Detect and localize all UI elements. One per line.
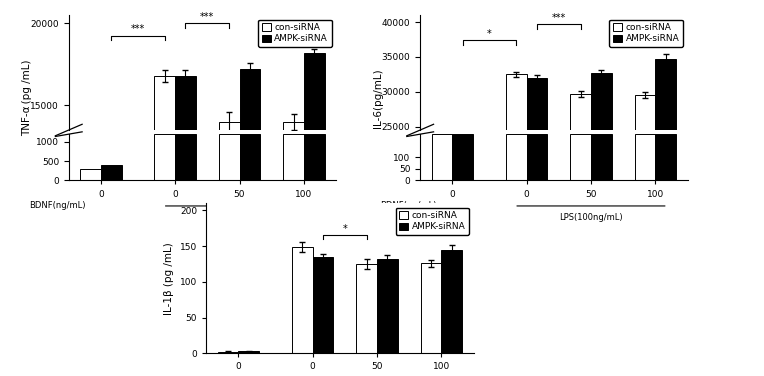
Bar — [452, 295, 473, 301]
Text: ***: *** — [131, 24, 145, 34]
Bar — [292, 247, 312, 353]
Bar — [80, 347, 101, 352]
Legend: con-siRNA, AMPK-siRNA: con-siRNA, AMPK-siRNA — [258, 20, 332, 47]
Bar — [377, 259, 397, 353]
Bar — [219, 122, 239, 352]
Text: ***: *** — [552, 13, 566, 23]
Bar — [656, 59, 676, 301]
Bar — [591, 73, 611, 301]
Bar — [452, 134, 473, 180]
Bar — [219, 134, 239, 180]
Text: IL-6(pg/mL): IL-6(pg/mL) — [373, 68, 384, 127]
Bar — [506, 74, 526, 301]
Bar — [432, 297, 452, 301]
Bar — [239, 69, 260, 352]
Bar — [283, 122, 304, 352]
Bar — [101, 165, 121, 180]
Text: TNF-α (pg /mL): TNF-α (pg /mL) — [21, 59, 32, 136]
Bar — [304, 134, 325, 180]
Bar — [635, 95, 656, 301]
Bar — [304, 53, 325, 352]
Text: *: * — [342, 224, 347, 234]
Bar — [442, 250, 462, 353]
Bar — [175, 76, 196, 352]
Bar — [218, 352, 238, 353]
Legend: con-siRNA, AMPK-siRNA: con-siRNA, AMPK-siRNA — [610, 20, 683, 47]
Text: BDNF(ng/mL): BDNF(ng/mL) — [29, 201, 85, 210]
Bar — [526, 134, 547, 180]
Text: LPS(100ng/mL): LPS(100ng/mL) — [208, 213, 271, 222]
Bar — [283, 134, 304, 180]
Bar — [506, 134, 526, 180]
Bar — [591, 134, 611, 180]
Bar — [571, 134, 591, 180]
Bar — [571, 94, 591, 301]
Bar — [175, 134, 196, 180]
Bar — [80, 169, 101, 180]
Y-axis label: IL-1β (pg /mL): IL-1β (pg /mL) — [164, 242, 174, 315]
Text: ***: *** — [200, 12, 215, 22]
Bar — [432, 134, 452, 180]
Bar — [526, 78, 547, 301]
Text: *: * — [487, 29, 492, 39]
Bar — [421, 263, 442, 353]
Bar — [154, 76, 175, 352]
Legend: con-siRNA, AMPK-siRNA: con-siRNA, AMPK-siRNA — [396, 208, 469, 235]
Bar — [635, 134, 656, 180]
Bar — [656, 134, 676, 180]
Bar — [239, 134, 260, 180]
Text: BDNF(ng/mL): BDNF(ng/mL) — [380, 201, 436, 210]
Text: LPS(100ng/mL): LPS(100ng/mL) — [559, 213, 623, 222]
Bar — [154, 134, 175, 180]
Bar — [312, 257, 333, 353]
Bar — [238, 351, 259, 353]
Bar — [101, 345, 121, 352]
Bar — [357, 264, 377, 353]
